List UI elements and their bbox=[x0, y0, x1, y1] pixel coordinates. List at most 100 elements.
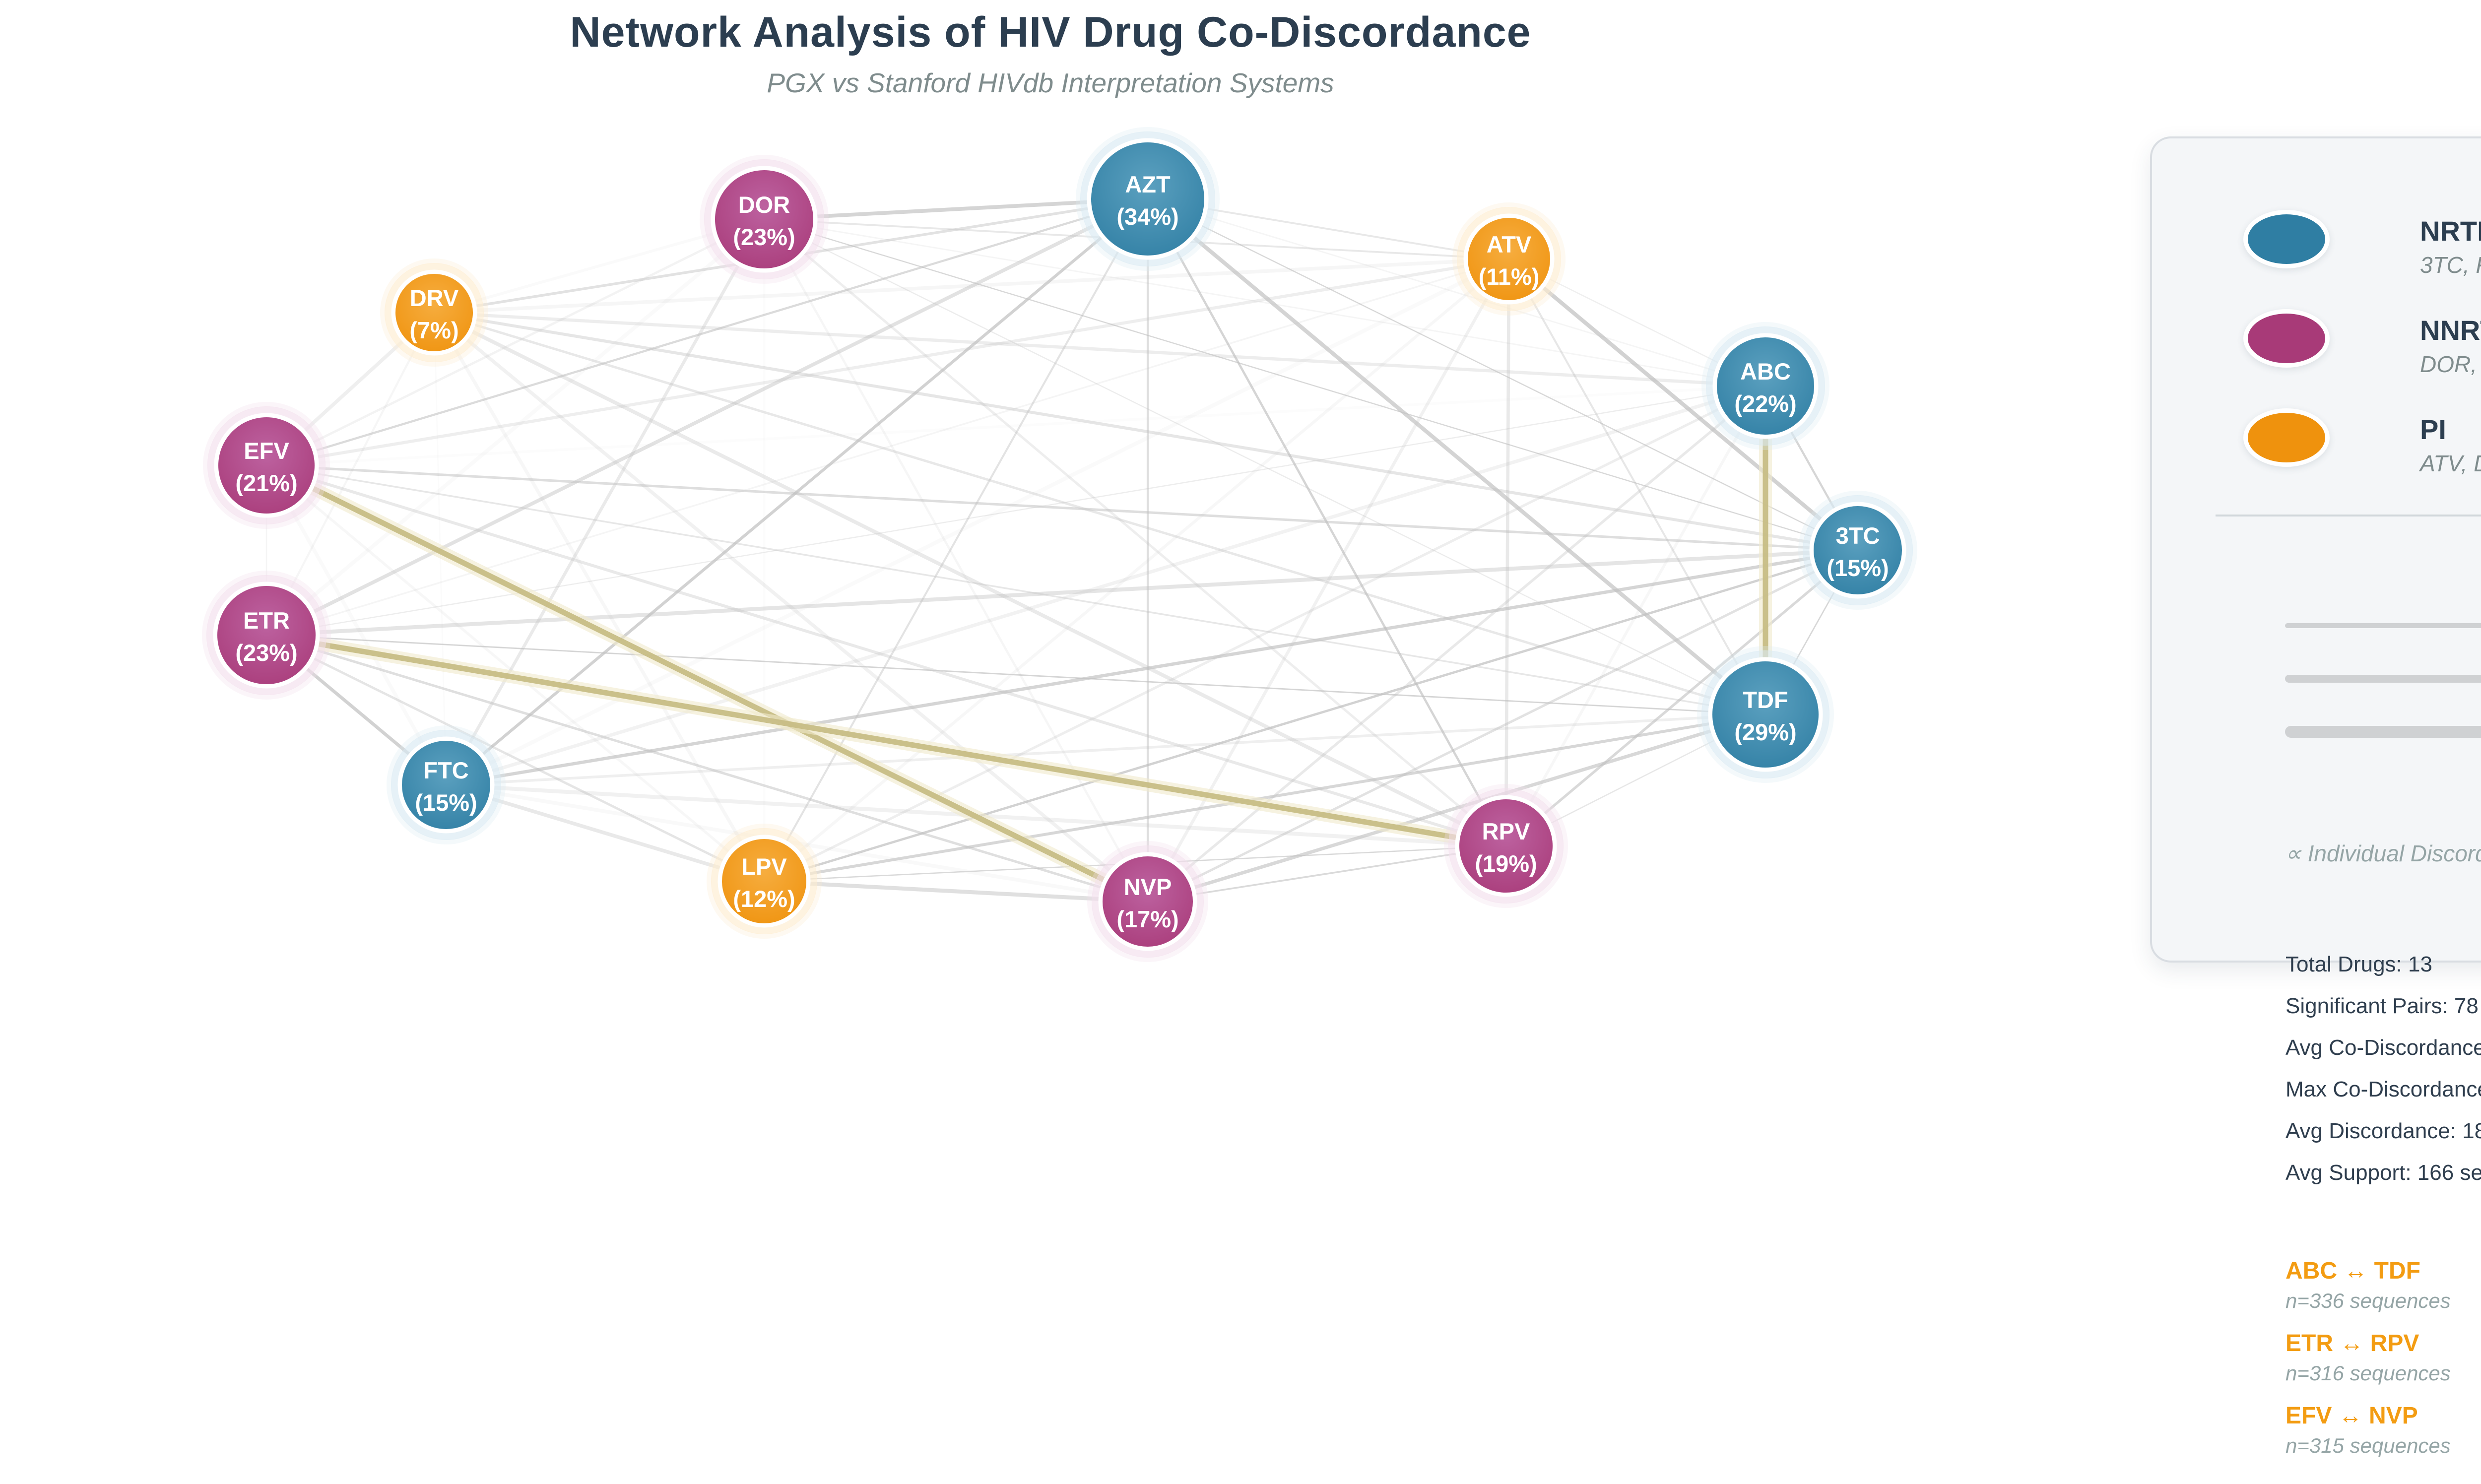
page-title: Network Analysis of HIV Drug Co-Discorda… bbox=[570, 8, 1531, 56]
legend-class-name: PI bbox=[2420, 414, 2446, 445]
node-label: ATV bbox=[1487, 231, 1532, 258]
node-circle bbox=[1712, 661, 1819, 768]
node-atv: ATV (11%) bbox=[1452, 202, 1566, 316]
node-circle bbox=[1468, 218, 1550, 300]
edge-3TC-RPV bbox=[1505, 549, 1859, 847]
node-rate: (15%) bbox=[1827, 555, 1889, 581]
figure-header: Network Analysis of HIV Drug Co-Discorda… bbox=[0, 8, 2101, 99]
legend-class-name: NNRTI bbox=[2420, 315, 2481, 346]
node-efv: EFV (21%) bbox=[203, 402, 330, 529]
node-ring-white bbox=[397, 736, 495, 834]
node-rate: (23%) bbox=[235, 640, 297, 666]
legend-class-name: NRTI bbox=[2420, 215, 2481, 247]
pair-support: n=336 sequences bbox=[2285, 1289, 2451, 1312]
node-halo bbox=[1080, 131, 1215, 266]
edge-AZT-LPV bbox=[763, 198, 1149, 882]
network-stat-item: Max Co-Discordance: 18.5% bbox=[2285, 1077, 2481, 1101]
edge-DRV-RPV bbox=[433, 311, 1507, 848]
node-rate: (19%) bbox=[1475, 850, 1537, 877]
legend-divider bbox=[2216, 515, 2481, 516]
node-label: RPV bbox=[1482, 818, 1530, 844]
node-ftc: FTC (15%) bbox=[387, 725, 506, 844]
node-label: 3TC bbox=[1836, 522, 1880, 549]
legend-swatch-nrti bbox=[2243, 210, 2330, 268]
node-halo-outer bbox=[700, 155, 829, 284]
edge-DOR-NVP bbox=[763, 218, 1149, 903]
node-circle bbox=[1717, 337, 1814, 435]
node-abc: ABC (22%) bbox=[1701, 322, 1829, 450]
node-label: EFV bbox=[244, 438, 289, 464]
edge-3TC-DOR bbox=[764, 218, 1858, 551]
node-etr: ETR (23%) bbox=[202, 571, 331, 700]
node-ring-white bbox=[1087, 138, 1209, 260]
edge-FTC-LPV bbox=[445, 783, 765, 883]
network-statistics-list: Total Drugs: 13 Significant Pairs: 78 Avg … bbox=[2285, 944, 2481, 1194]
node-halo-outer bbox=[1087, 841, 1208, 962]
edge-ETR-LPV bbox=[265, 634, 765, 883]
node-halo bbox=[1092, 845, 1204, 958]
legend-class-drugs: ATV, DRV, LPV bbox=[2420, 451, 2481, 476]
edge-ATV-RPV bbox=[1504, 258, 1511, 846]
edge-AZT-RPV bbox=[1146, 198, 1507, 847]
top-pair-row: ETR ↔ RPV17.4%n=316 sequences bbox=[2285, 1330, 2481, 1394]
edge-strength-sample-line bbox=[2285, 675, 2481, 683]
edge-DOR-RPV bbox=[763, 218, 1507, 847]
edge-ABC-DRV bbox=[434, 311, 1766, 388]
node-ring-white bbox=[1708, 657, 1823, 772]
node-label: TDF bbox=[1743, 687, 1788, 713]
edge-DOR-FTC bbox=[445, 218, 766, 786]
edge-3TC-NVP bbox=[1147, 549, 1859, 903]
edge-3TC-AZT bbox=[1147, 198, 1858, 551]
edge-ETR-RPV bbox=[266, 632, 1506, 849]
node-halo bbox=[1706, 326, 1825, 446]
node-drv: DRV (7%) bbox=[380, 258, 488, 367]
node-ring-white bbox=[213, 581, 320, 689]
node-ring-white bbox=[1809, 502, 1906, 599]
edge-DRV-TDF bbox=[434, 311, 1766, 716]
edge-AZT-EFV bbox=[266, 197, 1148, 467]
node-tdf: TDF (29%) bbox=[1697, 646, 1834, 783]
node-rate: (22%) bbox=[1734, 390, 1796, 417]
edge-ABC-EFV bbox=[266, 385, 1766, 467]
node-ring-white bbox=[214, 413, 319, 518]
edge-EFV-RPV bbox=[266, 464, 1506, 847]
node-halo-outer bbox=[1697, 646, 1834, 783]
node-ring-white bbox=[391, 269, 477, 356]
node-halo-outer bbox=[1444, 784, 1568, 908]
node-circle bbox=[402, 741, 490, 829]
node-halo bbox=[1457, 207, 1561, 311]
node-halo-outer bbox=[1798, 491, 1917, 610]
edge-EFV-TDF bbox=[266, 464, 1766, 715]
node-label: AZT bbox=[1125, 171, 1171, 197]
node-label: DRV bbox=[410, 285, 459, 311]
edge-3TC-FTC bbox=[446, 548, 1858, 787]
node-circle bbox=[1459, 799, 1553, 893]
node-rate: (17%) bbox=[1116, 906, 1178, 932]
legend-class-drugs: 3TC, FTC, ABC, AZT, TDF bbox=[2420, 252, 2481, 278]
edge-AZT-TDF bbox=[1146, 197, 1767, 716]
node-halo-outer bbox=[1701, 322, 1829, 450]
edge-ABC-AZT bbox=[1147, 198, 1766, 387]
edge-3TC-ETR bbox=[266, 548, 1858, 637]
node-halo bbox=[1701, 650, 1829, 778]
node-halo bbox=[206, 575, 326, 695]
node-halo bbox=[207, 406, 326, 524]
edge-DRV-ETR bbox=[265, 312, 435, 636]
edge-DOR-TDF bbox=[764, 218, 1766, 715]
edge-ATV-DRV bbox=[434, 257, 1509, 315]
edge-3TC-LPV bbox=[764, 549, 1858, 883]
node-size-note: ∝ Individual Discordance Rate bbox=[2285, 840, 2481, 866]
edge-strength-sample-line bbox=[2285, 623, 2481, 628]
edge-ABC-FTC bbox=[445, 384, 1766, 787]
node-halo-outer bbox=[1452, 202, 1566, 316]
edge-LPV-NVP bbox=[764, 879, 1148, 904]
node-label: LPV bbox=[741, 853, 787, 880]
edge-ATV-EFV bbox=[266, 257, 1509, 467]
edge-EFV-NVP bbox=[265, 463, 1149, 904]
node-halo-outer bbox=[707, 824, 822, 939]
node-circle bbox=[217, 586, 316, 684]
node-halo-outer bbox=[202, 571, 331, 700]
node-halo bbox=[711, 828, 817, 934]
network-stat-item: Avg Support: 166 sequences bbox=[2285, 1161, 2481, 1185]
node-rate: (15%) bbox=[415, 789, 477, 816]
